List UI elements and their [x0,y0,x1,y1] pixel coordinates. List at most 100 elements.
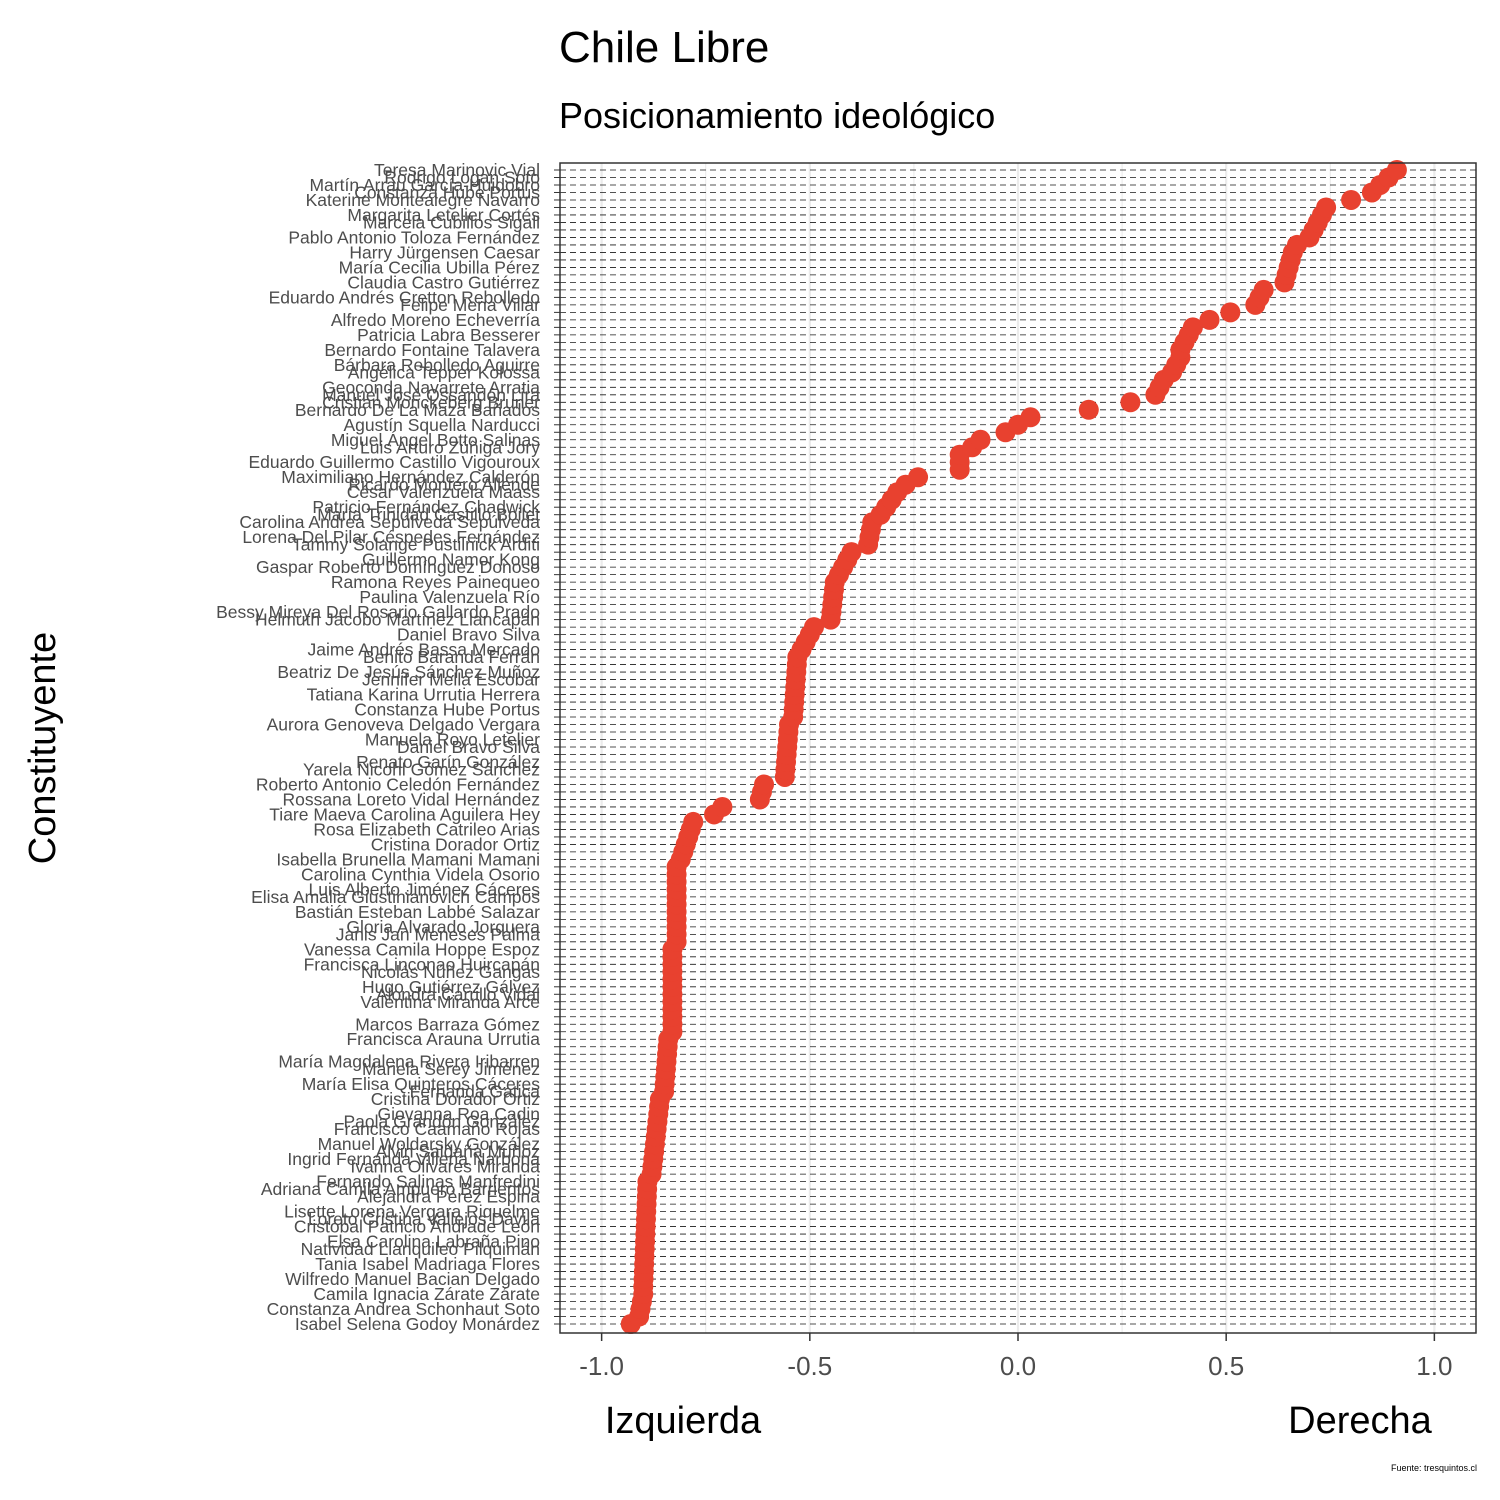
y-tick-label: Cristina Dorador Ortiz [371,834,540,854]
data-point [1316,197,1337,218]
x-tick-label: 1.0 [1416,1351,1452,1381]
y-tick-label: Natividad Llanquileo Pilquimán [301,1239,540,1259]
y-tick-label: Bernardo De La Maza Bañados [295,400,540,420]
data-point [1386,160,1407,180]
y-tick-label: Pablo Antonio Toloza Fernández [288,227,540,247]
data-point [1120,392,1141,413]
data-point [712,796,733,817]
y-tick-label: Hugo Gutiérrez Gálvez [362,977,540,997]
y-tick-label: Giovanna Roa Cadin [378,1104,540,1124]
y-tick-label: Tatiana Karina Urrutia Herrera [307,685,541,705]
y-axis-ticks [554,169,560,1325]
x-tick-label: -0.5 [787,1351,832,1381]
y-tick-label: Marcos Barraza Gómez [355,1014,540,1034]
y-tick-label: Camila Ignacia Zárate Zárate [313,1284,540,1304]
row-lines [560,169,1476,1325]
y-tick-label: Tiare Maeva Carolina Aguilera Hey [269,804,540,824]
y-tick-label: Tania Isabel Madriaga Flores [315,1254,540,1274]
data-point [841,542,862,563]
y-tick-label: Yarela Nicohl Gómez Sánchez [303,759,540,779]
y-tick-label: Ingrid Fernanda Villena Narbona [287,1149,540,1169]
y-tick-label: Renato Garín González [356,752,540,772]
x-tick-label: 0.5 [1208,1351,1244,1381]
y-tick-label: Felipe Mena Villar [400,295,540,315]
y-tick-label: Patricia Labra Besserer [357,325,540,345]
y-tick-label: Gloria Alvarado Jorquera [346,917,540,937]
x-axis-ticks [600,1333,1436,1341]
y-tick-label: María Trinidad Castillo Boilet [317,505,540,525]
y-tick-label: Alejandra Pérez Espina [357,1187,540,1207]
y-tick-label: Francisca Linconao Huircapán [304,954,540,974]
y-tick-label: Katerine Montealegre Navarro [306,190,540,210]
x-axis-labels: -1.0 -0.5 0.0 0.5 1.0 [579,1351,1452,1381]
y-tick-label: Rosa Elizabeth Catrileo Arias [313,819,540,839]
y-tick-label: Ivanna Olivares Miranda [350,1157,540,1177]
y-tick-label: Geoconda Navarrete Arratia [322,377,540,397]
y-tick-label: Tammy Solange Pustilnick Arditi [292,535,540,555]
y-tick-label: Francisca Arauna Urrutia [346,1029,540,1049]
y-tick-label: Helmuth Jacobo Martínez Llancapán [255,610,540,630]
y-tick-label: Carolina Cynthia Videla Osorio [301,864,540,884]
y-tick-label: Angélica Tepper Kolossa [348,362,541,382]
y-tick-label: Janis Jan Meneses Palma [336,924,541,944]
y-tick-label: Fernando Salinas Manfredini [316,1172,540,1192]
y-tick-label: María Magdalena Rivera Iribarren [278,1052,540,1072]
y-tick-label: Alfredo Moreno Echeverría [331,310,540,330]
y-tick-label: Francisco Caamaño Rojas [334,1119,540,1139]
y-tick-label: María Elisa Quinteros Cáceres [302,1074,541,1094]
y-tick-label: Paola Grandón González [343,1112,540,1132]
data-point [1182,317,1203,338]
y-tick-label: Eduardo Guillermo Castillo Vigouroux [249,452,541,472]
y-tick-label: Loreto Cristina Vallejos Dávila [308,1209,540,1229]
y-tick-label: Alvin Saldaña Muñoz [376,1142,540,1162]
y-tick-label: Luis Arturo Zúñiga Jory [360,437,540,457]
y-tick-label: Bastián Esteban Labbé Salazar [295,902,540,922]
data-point [1199,309,1220,330]
y-tick-label: Manuela Royo Letelier [365,730,540,750]
x-axis-title-right: Derecha [1288,1400,1432,1442]
y-tick-label: Elsa Carolina Labraña Pino [327,1232,540,1252]
y-tick-label: Beatriz De Jesús Sánchez Muñoz [277,662,540,682]
y-tick-label: Jaime Andrés Bassa Mercado [308,640,540,660]
data-point [1253,279,1274,300]
data-point [970,429,991,450]
y-tick-label: Claudia Castro Gutiérrez [347,272,540,292]
y-tick-label: Bernardo Fontaine Talavera [324,340,540,360]
y-tick-label: Rodrigo Logan Soto [384,167,540,187]
y-tick-label: Adriana Camila Ampuero Barrientos [261,1179,540,1199]
y-tick-label: Isabel Selena Godoy Monárdez [295,1314,540,1334]
y-tick-label: Harry Jürgensen Caesar [349,242,540,262]
x-axis-title-left: Izquierda [605,1400,762,1442]
y-tick-label: Daniel Bravo Silva [397,625,540,645]
y-tick-label: Ramona Reyes Painequeo [331,572,540,592]
y-tick-label: Gaspar Roberto Domínguez Donoso [256,557,540,577]
y-tick-label: César Valenzuela Maass [347,482,540,502]
y-tick-label: Alondra Carrillo Vidal [376,984,540,1004]
data-point [1078,399,1099,420]
y-axis-title: Constituyente [22,632,64,864]
data-points [620,160,1407,1334]
y-tick-label: Elisa Amalia Giustinianovich Campos [251,887,540,907]
y-tick-label: Jennifer Mella Escobar [362,670,540,690]
data-point [908,467,929,488]
y-tick-label: Constanza Hube Portus [354,700,540,720]
plot-panel [559,160,1477,1334]
y-tick-label: Cristóbal Patricio Andrade León [294,1217,540,1237]
y-tick-label: Constanza Andrea Schonhaut Soto [267,1299,540,1319]
y-tick-label: Paulina Valenzuela Río [359,587,540,607]
y-tick-label: Teresa Marinovic Vial [374,160,540,180]
vertical-grid [600,163,1436,1333]
y-tick-label: Margarita Letelier Cortés [347,205,540,225]
y-tick-label: Patricio Fernández Chadwick [312,497,540,517]
data-point [803,617,824,638]
y-tick-label: Roberto Antonio Celedón Fernández [256,774,540,794]
y-tick-label: Ricardo Montero Allende [348,475,540,495]
y-tick-label: Bessy Mireya Del Rosario Gallardo Prado [216,602,540,622]
y-tick-label: Guillermo Namor Kong [362,550,540,570]
y-tick-label: Miguel Ángel Botto Salinas [331,430,540,450]
y-tick-label: Mariela Serey Jiménez [362,1059,540,1079]
y-tick-label: Manuel Woldarsky González [318,1134,540,1154]
chart-subtitle: Posicionamiento ideológico [559,95,995,136]
y-tick-label: Isabella Brunella Mamani Mamani [276,849,540,869]
